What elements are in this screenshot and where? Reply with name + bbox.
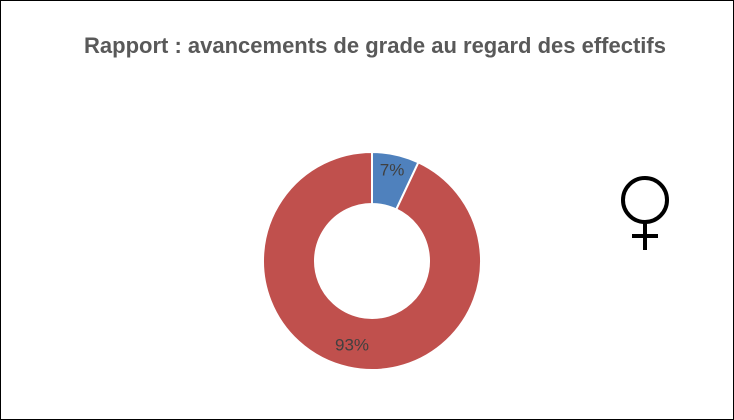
- chart-title: Rapport : avancements de grade au regard…: [84, 33, 666, 58]
- donut-slice: [262, 150, 482, 371]
- data-label: 93%: [335, 335, 369, 354]
- symbol-circle: [621, 176, 669, 224]
- female-symbol: [621, 176, 669, 250]
- data-label: 7%: [380, 161, 405, 180]
